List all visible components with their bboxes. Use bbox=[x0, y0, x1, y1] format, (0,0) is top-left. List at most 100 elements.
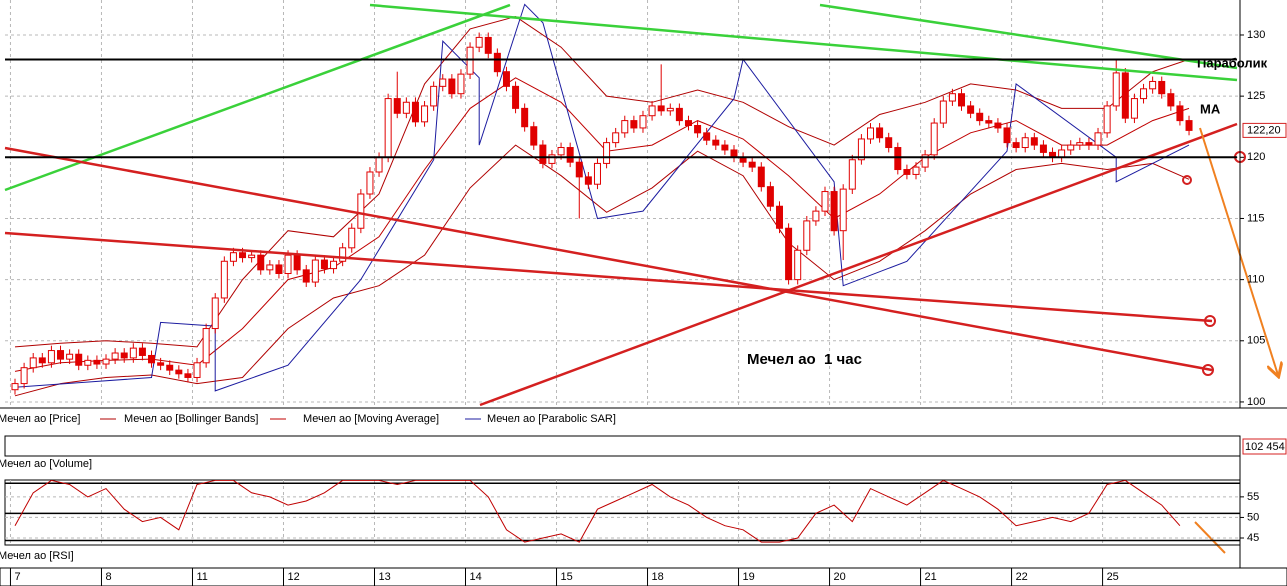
y-tick-label: 130 bbox=[1247, 29, 1265, 41]
candle-body bbox=[302, 269, 310, 283]
candle-body bbox=[803, 220, 811, 251]
rsi-plot bbox=[5, 480, 1240, 543]
candle-body bbox=[539, 144, 547, 164]
candle-body bbox=[1121, 72, 1129, 119]
candle-body bbox=[493, 52, 501, 73]
candle-body bbox=[912, 166, 920, 175]
candle-body bbox=[1112, 72, 1120, 107]
candle-body bbox=[1021, 137, 1029, 149]
candle-body bbox=[885, 137, 893, 149]
candle-body bbox=[475, 36, 483, 48]
y-tick-label: 50 bbox=[1247, 511, 1259, 523]
candle-body bbox=[439, 78, 447, 87]
candle-body bbox=[985, 120, 993, 124]
candle-body bbox=[775, 205, 783, 229]
trend-line bbox=[479, 122, 1238, 407]
candle-body bbox=[47, 350, 55, 364]
candle-body bbox=[293, 254, 301, 271]
candle-body bbox=[593, 162, 601, 185]
candle-body bbox=[648, 105, 656, 117]
candle-body bbox=[284, 254, 292, 275]
candle-body bbox=[275, 264, 283, 275]
candle-body bbox=[102, 358, 110, 365]
candle-body bbox=[411, 101, 419, 123]
candle-body bbox=[785, 227, 793, 281]
annotation: MA bbox=[1200, 101, 1221, 116]
candle-body bbox=[1094, 132, 1102, 146]
candle-body bbox=[484, 36, 492, 54]
candle-body bbox=[675, 107, 683, 122]
marker bbox=[1204, 315, 1216, 327]
candle-body bbox=[1058, 149, 1066, 158]
candle-body bbox=[330, 260, 338, 270]
candle-body bbox=[502, 71, 510, 87]
candle-body bbox=[1176, 105, 1184, 122]
candle-body bbox=[630, 120, 638, 129]
overlay bbox=[4, 3, 1278, 554]
candle-body bbox=[967, 105, 975, 114]
trend-line bbox=[4, 231, 1213, 323]
y-tick-label: 55 bbox=[1247, 491, 1259, 503]
candle-body bbox=[1149, 80, 1157, 90]
candle-body bbox=[157, 362, 165, 366]
candle-body bbox=[748, 161, 756, 168]
trend-line bbox=[4, 146, 1213, 372]
forecast-arrow bbox=[1194, 521, 1226, 554]
trend-line bbox=[369, 3, 1238, 82]
candle-body bbox=[220, 260, 228, 299]
x-tick-label: 14 bbox=[470, 571, 482, 583]
candle-body bbox=[1158, 80, 1166, 95]
candle-body bbox=[794, 249, 802, 281]
price-tag-label: 122,20 bbox=[1247, 124, 1281, 136]
candle-body bbox=[57, 350, 65, 360]
marker bbox=[1202, 364, 1214, 376]
candle-body bbox=[175, 369, 183, 375]
candle-body bbox=[348, 227, 356, 249]
candle-body bbox=[1140, 88, 1148, 100]
panel-label: Мечел ао [Volume] bbox=[0, 458, 92, 470]
candle-body bbox=[1130, 98, 1138, 119]
candle-body bbox=[11, 383, 19, 391]
candle-body bbox=[694, 124, 702, 134]
candle-body bbox=[557, 147, 565, 156]
candle-body bbox=[320, 259, 328, 270]
x-tick-label: 11 bbox=[196, 571, 207, 583]
legend-label: Мечел ао [Bollinger Bands] bbox=[124, 413, 258, 425]
x-tick-label: 12 bbox=[287, 571, 299, 583]
candle-body bbox=[894, 147, 902, 171]
candle-body bbox=[830, 191, 838, 232]
y-tick-label: 100 bbox=[1247, 396, 1265, 408]
candle-body bbox=[66, 353, 74, 360]
x-tick-label: 15 bbox=[561, 571, 573, 583]
candle-body bbox=[703, 132, 711, 141]
candle-body bbox=[684, 120, 692, 126]
candle-body bbox=[867, 127, 875, 140]
candle-body bbox=[530, 126, 538, 146]
candle-body bbox=[38, 357, 46, 364]
candle-body bbox=[430, 85, 438, 107]
candle-body bbox=[839, 188, 847, 232]
candle-body bbox=[384, 98, 392, 158]
candle-body bbox=[1012, 142, 1020, 149]
x-tick-label: 22 bbox=[1016, 571, 1028, 583]
candle-body bbox=[721, 144, 729, 151]
candle-body bbox=[657, 105, 665, 112]
annotation: Параболик bbox=[1197, 55, 1268, 70]
candle-body bbox=[994, 122, 1002, 129]
candle-body bbox=[821, 191, 829, 212]
candle-body bbox=[375, 156, 383, 173]
candle-body bbox=[958, 93, 966, 107]
x-tick-label: 20 bbox=[834, 571, 846, 583]
candle-body bbox=[366, 171, 374, 195]
x-tick-label: 21 bbox=[925, 571, 937, 583]
candle-body bbox=[421, 105, 429, 123]
candle-body bbox=[976, 112, 984, 122]
trend-line bbox=[4, 3, 511, 192]
x-tick-label: 7 bbox=[14, 571, 20, 583]
candle-body bbox=[766, 186, 774, 207]
annotation: Мечел ао 1 час bbox=[747, 351, 862, 368]
candle-body bbox=[84, 359, 92, 366]
candle-body bbox=[257, 254, 265, 271]
